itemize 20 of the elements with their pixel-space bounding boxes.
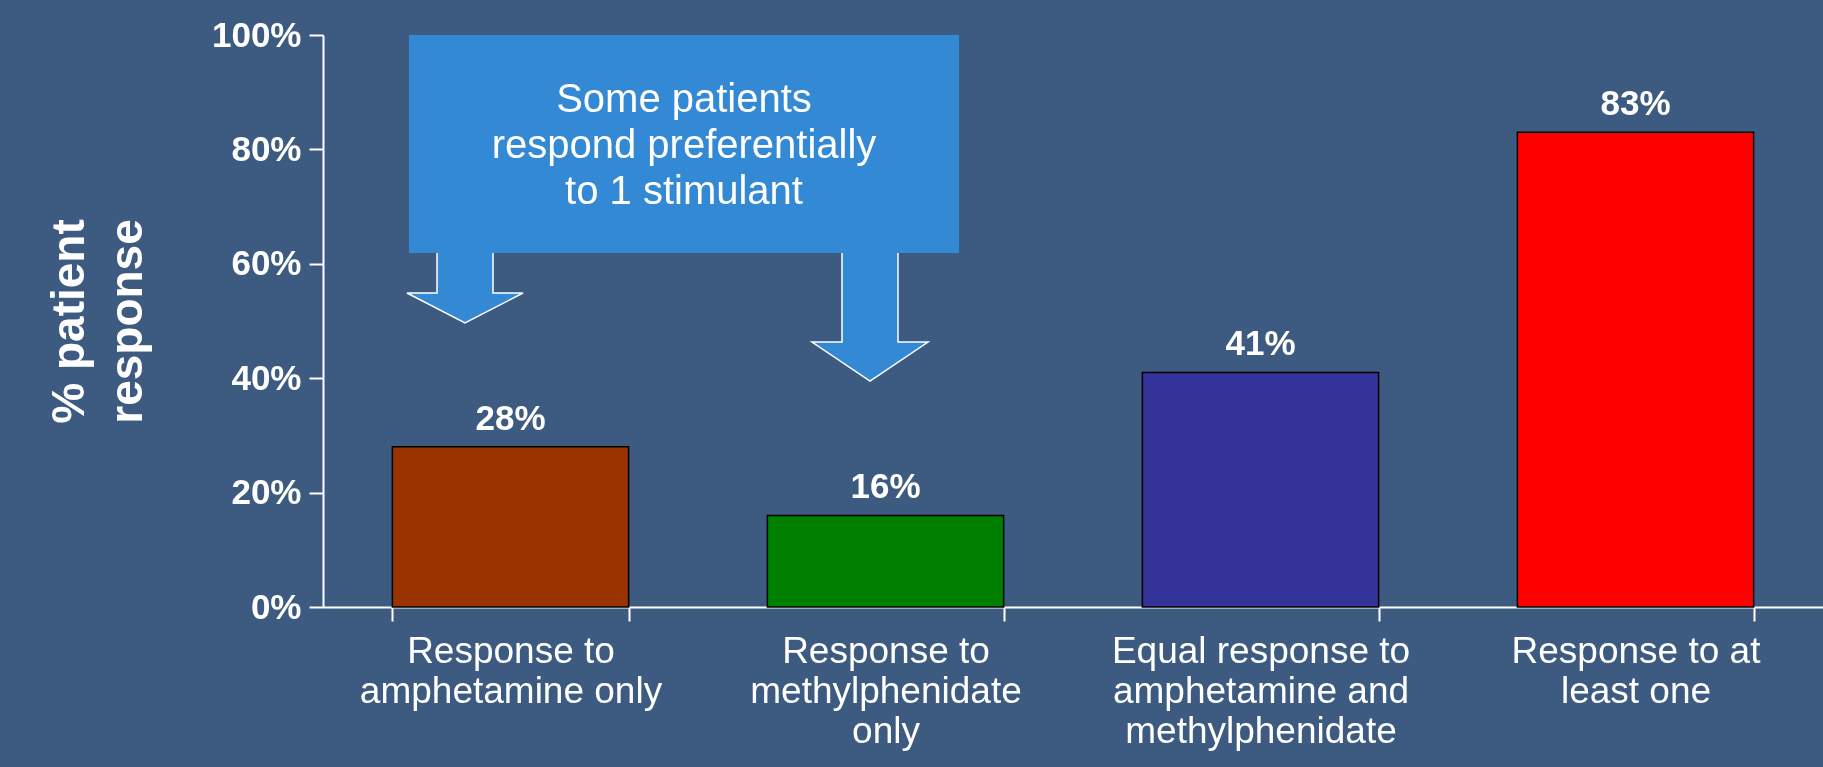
y-axis-title: % patient response [41, 219, 152, 424]
annotation: Some patients respond preferentially to 1 stimulant [490, 75, 878, 213]
x-tick-label: Equal response to amphetamine and methylphenidate [1111, 629, 1411, 751]
data-label: 28% [475, 397, 546, 437]
x-tick-label: Response to methylphenidate only [750, 629, 1022, 751]
y-tick-label: 20% [231, 472, 302, 512]
data-label: 41% [1225, 323, 1296, 363]
y-tick-label: 80% [231, 128, 302, 168]
bar [766, 514, 1005, 608]
y-tick-label: 0% [250, 586, 302, 626]
x-tick-label: Response to amphetamine only [359, 629, 663, 711]
x-tick-label: Response to at least one [1511, 629, 1762, 711]
y-tick-label: 100% [211, 14, 302, 54]
y-tick-label: 40% [231, 357, 302, 397]
data-label: 16% [850, 466, 921, 506]
bar [391, 446, 630, 608]
bar [1516, 131, 1755, 608]
y-tick-label: 60% [231, 243, 302, 283]
bar [1141, 371, 1380, 608]
data-label: 83% [1600, 83, 1671, 123]
